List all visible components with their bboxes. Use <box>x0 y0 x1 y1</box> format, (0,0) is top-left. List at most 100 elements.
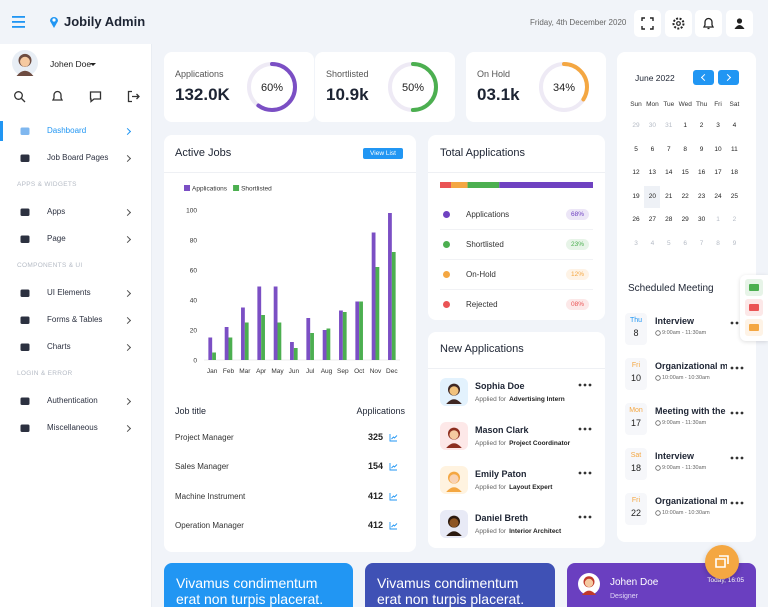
meeting-day: 17 <box>630 418 641 428</box>
logo-pin <box>50 17 58 28</box>
quick-action[interactable] <box>89 90 102 103</box>
nav-item[interactable]: Authentication <box>0 389 151 413</box>
day[interactable]: 13 <box>648 169 656 177</box>
chart-link[interactable] <box>389 492 398 501</box>
day[interactable]: 11 <box>731 145 738 153</box>
x-tick-label: Apr <box>256 368 267 375</box>
quick-action[interactable] <box>13 90 26 103</box>
view-list-button[interactable]: View List <box>363 148 403 159</box>
nav-label: Apps <box>47 207 66 216</box>
chart-link[interactable] <box>389 521 398 530</box>
day[interactable]: 2 <box>699 122 704 129</box>
day[interactable]: 2 <box>732 216 737 224</box>
day[interactable]: 8 <box>716 240 720 247</box>
more-button[interactable] <box>730 501 744 505</box>
widget-button[interactable] <box>745 279 763 296</box>
expand-icon <box>641 17 654 30</box>
avatar <box>442 468 466 492</box>
header-button[interactable] <box>726 10 753 37</box>
more-button[interactable] <box>578 383 592 387</box>
day[interactable]: 1 <box>683 122 687 129</box>
nav-item[interactable]: UI Elements <box>0 281 151 305</box>
more-button[interactable] <box>730 411 744 415</box>
day[interactable]: 28 <box>665 216 673 224</box>
day[interactable]: 12 <box>632 169 640 177</box>
day[interactable]: 4 <box>732 122 737 129</box>
day[interactable]: 3 <box>634 240 638 247</box>
card-title: Total Applications <box>440 147 525 159</box>
day[interactable]: 19 <box>632 192 640 200</box>
day[interactable]: 9 <box>732 240 737 247</box>
y-tick-label: 0 <box>193 358 197 365</box>
day[interactable]: 26 <box>632 216 640 224</box>
nav-item[interactable]: Dashboard <box>0 119 151 143</box>
divider <box>428 172 605 173</box>
day[interactable]: 10 <box>714 145 722 153</box>
header-button[interactable] <box>695 10 722 37</box>
dot <box>735 321 739 325</box>
chevron <box>123 127 132 136</box>
chart-link[interactable] <box>389 433 398 442</box>
meeting-time: 10:00am - 10:30am <box>662 510 710 516</box>
more-button[interactable] <box>578 427 592 431</box>
day[interactable]: 22 <box>681 192 689 200</box>
job-count: 325 <box>367 432 383 442</box>
day[interactable]: 9 <box>699 145 704 153</box>
nav-item[interactable]: Charts <box>0 335 151 359</box>
day[interactable]: 4 <box>650 240 655 247</box>
nav-item[interactable]: Job Board Pages <box>0 146 151 170</box>
day[interactable]: 30 <box>697 216 706 224</box>
quick-action[interactable] <box>127 90 140 103</box>
floating-action-button[interactable] <box>705 545 739 579</box>
day[interactable]: 18 <box>730 169 738 177</box>
quick-action[interactable] <box>51 90 64 103</box>
day[interactable]: 1 <box>716 216 720 224</box>
nav-item[interactable]: Page <box>0 227 151 251</box>
day[interactable]: 8 <box>683 145 687 153</box>
status-percent: 08% <box>565 299 589 310</box>
day[interactable]: 31 <box>665 122 673 129</box>
day[interactable]: 6 <box>650 145 655 153</box>
day[interactable]: 5 <box>666 240 671 247</box>
nav-item[interactable]: Forms & Tables <box>0 308 151 332</box>
day[interactable]: 23 <box>697 192 706 200</box>
status-name: Shortlisted <box>466 240 504 249</box>
more-button[interactable] <box>730 366 744 370</box>
day[interactable]: 15 <box>681 169 689 177</box>
nav-item[interactable]: Miscellaneous <box>0 416 151 440</box>
day[interactable]: 24 <box>714 192 722 200</box>
day[interactable]: 14 <box>665 169 673 177</box>
clock <box>655 465 661 471</box>
more-button[interactable] <box>730 456 744 460</box>
day[interactable]: 30 <box>648 122 656 129</box>
progress-ring: 34% <box>539 62 589 112</box>
header-button[interactable] <box>665 10 692 37</box>
more-button[interactable] <box>578 471 592 475</box>
widget-button[interactable] <box>745 299 763 316</box>
day[interactable]: 21 <box>665 192 673 200</box>
day[interactable]: 27 <box>648 216 656 224</box>
calendar-nav[interactable] <box>693 70 714 85</box>
meeting-title: Meeting with the <box>655 406 726 416</box>
day[interactable]: 7 <box>666 145 671 153</box>
day[interactable]: 29 <box>681 216 689 224</box>
day[interactable]: 6 <box>683 240 687 247</box>
nav-item[interactable]: Apps <box>0 200 151 224</box>
promo-card: Vivamus condimentum erat non turpis plac… <box>365 563 555 607</box>
more-button[interactable] <box>578 515 592 519</box>
job-title: Machine Instrument <box>175 491 246 501</box>
day[interactable]: 3 <box>716 122 720 129</box>
header-button[interactable] <box>634 10 661 37</box>
day[interactable]: 5 <box>634 145 638 153</box>
day[interactable]: 17 <box>714 169 722 177</box>
day[interactable]: 16 <box>697 169 706 177</box>
menu-button[interactable] <box>11 15 27 29</box>
chart-link-icon <box>389 434 398 442</box>
day[interactable]: 25 <box>730 192 738 200</box>
chart-link[interactable] <box>389 462 398 471</box>
widget-button[interactable] <box>745 319 763 336</box>
calendar-nav[interactable] <box>718 70 739 85</box>
day[interactable]: 20 <box>648 192 656 200</box>
day[interactable]: 7 <box>699 240 704 247</box>
day[interactable]: 29 <box>632 122 640 129</box>
